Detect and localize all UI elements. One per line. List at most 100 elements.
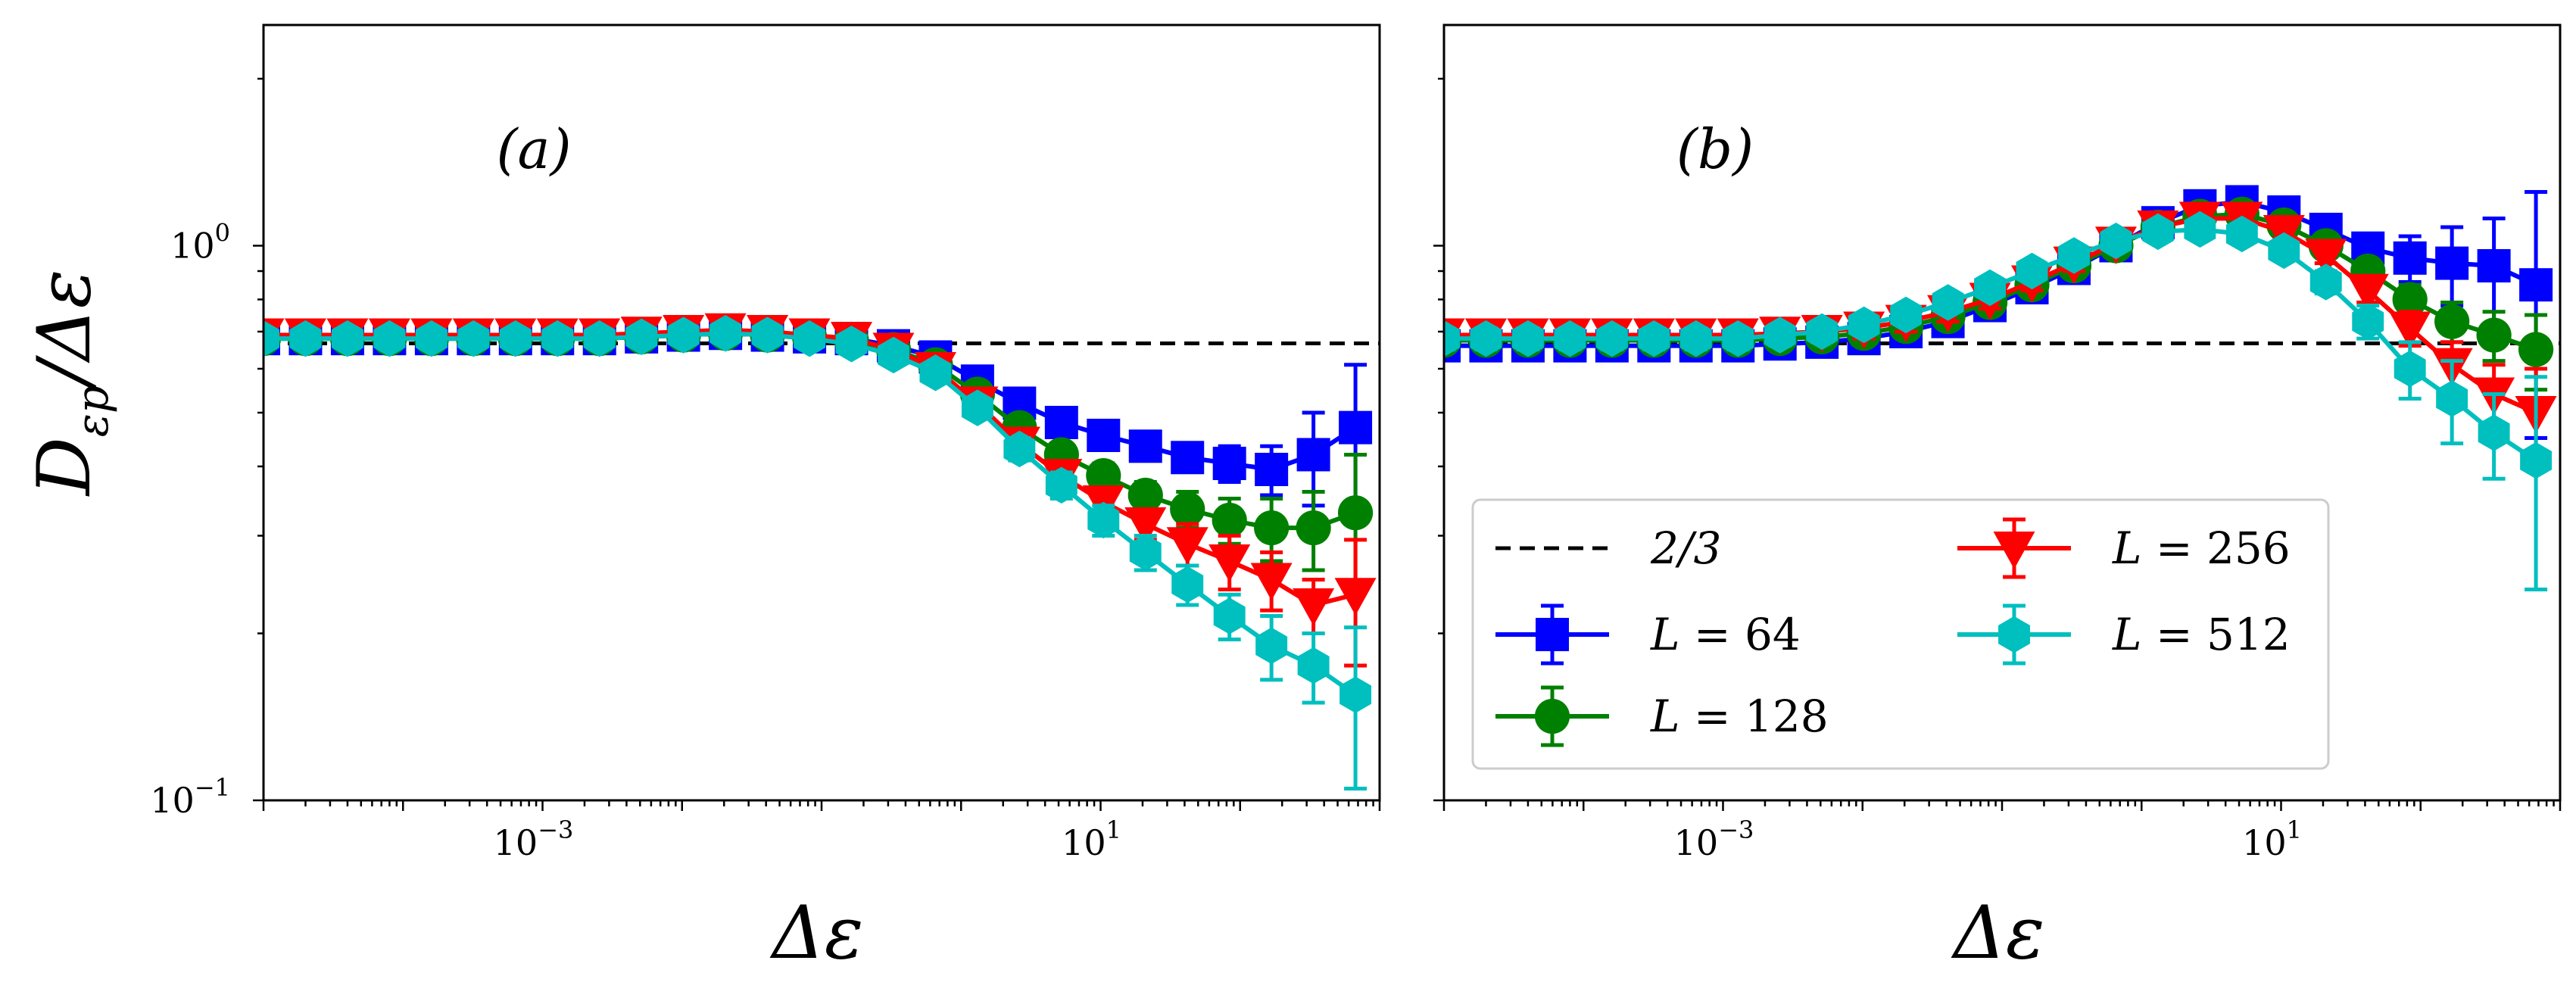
legend: 2/3 L = 64 L = 128 L = 256 L = 512 — [1471, 498, 2330, 770]
panel-b-series-512-point-11 — [1890, 296, 1923, 334]
panel-a-ytick-label-base: 10 — [150, 780, 195, 821]
panel-b-series-512-point-13 — [1974, 269, 2006, 307]
panel-b-series-64-point-26 — [2519, 268, 2553, 302]
panel-b-series-512-point-3 — [1554, 320, 1586, 357]
panel-a-series-128-point-20 — [1086, 458, 1121, 494]
legend-label-l64: L = 64 — [1650, 609, 1801, 660]
panel-a-series-512-point-21 — [1129, 534, 1162, 571]
legend-handle-256-marker — [1993, 532, 2035, 569]
panel-a-series-64-point-19 — [1044, 405, 1078, 439]
y-axis-label-sub: εp — [67, 385, 118, 437]
panel-a-series-512-point-26 — [1339, 676, 1372, 713]
panel-a-series-512-point-20 — [1087, 501, 1120, 539]
panel-b-xtick-label-base: 10 — [2242, 822, 2287, 863]
panel-a-xtick-label: 10−3 — [494, 815, 574, 863]
panel-b-series-512-point-17 — [2141, 213, 2174, 251]
y-axis-label: Dεp/Δε — [22, 270, 118, 497]
panel-a-series-512-point-6 — [499, 320, 532, 357]
legend-label-l64-prefix: L = — [1650, 609, 1745, 660]
panel-b-series-512-point-20 — [2268, 232, 2300, 270]
panel-b-series-512-point-18 — [2184, 210, 2216, 248]
panel-a-series-512-point-14 — [835, 326, 868, 363]
panel-a-series-512-point-13 — [794, 320, 825, 357]
panel-a-series-256-point-21 — [1124, 507, 1167, 545]
panel-a-series-512-point-10 — [667, 317, 700, 354]
panel-a-series-64-point-20 — [1087, 419, 1121, 453]
panel-a-series-512-point-5 — [457, 320, 490, 357]
panel-a-series-512-point-7 — [541, 320, 574, 357]
legend-handle-256 — [1957, 517, 2071, 579]
panel-b-series-256-point-22 — [2347, 273, 2389, 312]
panel-b-series-512-point-2 — [1511, 320, 1544, 357]
legend-label-l256-value: 256 — [2206, 522, 2291, 574]
panel-b-series-512-point-26 — [2520, 441, 2553, 479]
panel-a-series-128-point-23 — [1212, 502, 1247, 538]
panel-a-ytick-label-exp: 0 — [215, 218, 230, 247]
panel-a-xtick-label-exp: −3 — [538, 815, 573, 844]
panel-a-ytick-label: 100 — [170, 218, 230, 266]
panel-a-xtick-label-base: 10 — [1062, 822, 1106, 863]
panel-b-series-512-point-21 — [2309, 264, 2342, 301]
panel-a-series-512-point-4 — [415, 320, 448, 357]
x-axis-label-b: Δε — [1951, 890, 2045, 975]
panel-a-series-group — [264, 313, 1380, 791]
panel-b-series-512-point-22 — [2352, 303, 2384, 340]
panel-a-series-64-point-23 — [1212, 447, 1246, 481]
y-axis-label-tail: /Δε — [22, 270, 107, 391]
legend-label-l128-value: 128 — [1745, 691, 1829, 742]
panel-b-series-512-point-0 — [1444, 320, 1460, 357]
panel-a-series-512 — [264, 315, 1372, 791]
panel-b-series-128-point-26 — [2518, 332, 2554, 367]
x-axis-label-a: Δε — [769, 890, 864, 975]
panel-b-series-64-point-23 — [2393, 241, 2427, 275]
panel-b-series-512-point-23 — [2394, 350, 2426, 388]
panel-b-series-512 — [1444, 210, 2553, 591]
panel-a-xtick-label: 101 — [1062, 815, 1121, 863]
y-axis-label-main: D — [22, 437, 107, 497]
panel-b-series-64-point-24 — [2435, 246, 2469, 280]
panel-a-label: (a) — [496, 117, 571, 181]
panel-a-series-128-point-22 — [1170, 491, 1205, 527]
legend-handle-64-marker — [1536, 618, 1569, 651]
panel-b-label: (b) — [1676, 117, 1754, 181]
legend-handle-128-marker — [1534, 698, 1570, 734]
legend-label-l128: L = 128 — [1650, 691, 1829, 742]
panel-a-series-512-point-23 — [1213, 597, 1246, 635]
panel-b-series-512-point-10 — [1848, 306, 1880, 344]
panel-a-series-128-point-26 — [1337, 495, 1374, 531]
panel-b-series-512-point-16 — [2100, 222, 2132, 260]
panel-a-series-256-point-22 — [1166, 527, 1208, 565]
panel-b-xtick-label-base: 10 — [1674, 822, 1719, 863]
panel-a-series-256-point-26 — [1334, 578, 1377, 616]
panel-b-series-128-point-23 — [2392, 282, 2428, 317]
panel-a-series-512-point-12 — [751, 317, 784, 354]
panel-a-series-128-point-24 — [1254, 510, 1290, 546]
panel-a-series-512-point-24 — [1255, 627, 1288, 665]
legend-handle-512 — [1957, 603, 2071, 666]
panel-a-series-256-point-23 — [1208, 544, 1251, 582]
panel-a-plot-content — [264, 313, 1380, 791]
panel-a-series-64-point-26 — [1339, 410, 1373, 444]
panel-a-series-64-point-22 — [1171, 441, 1205, 475]
legend-frame — [1471, 498, 2330, 770]
panel-a-series-512-point-25 — [1297, 647, 1330, 684]
panel-a-series-512-point-9 — [625, 318, 658, 356]
panel-b-series-512-point-12 — [1932, 284, 1964, 321]
panel-a-series-128-point-25 — [1296, 510, 1331, 546]
panel-a-series-128-point-21 — [1127, 477, 1163, 513]
panel-a-series-512-point-2 — [331, 320, 363, 357]
panel-b-series-512-point-8 — [1764, 317, 1796, 354]
panel-a-series-512-point-1 — [289, 320, 322, 357]
panel-b-series-512-point-19 — [2225, 215, 2258, 253]
legend-items — [1495, 517, 2071, 747]
panel-b-xtick-label: 10−3 — [1674, 815, 1754, 863]
panel-b-series-512-point-7 — [1722, 320, 1754, 357]
panel-a-series-512-point-0 — [264, 320, 279, 357]
panel-a-series-64-point-24 — [1255, 452, 1289, 486]
panel-b-series-512-point-15 — [2058, 237, 2090, 274]
panel-a-series-512-point-8 — [583, 320, 616, 357]
panel-b-series-64-point-25 — [2477, 249, 2511, 283]
panel-b-series-group — [1444, 185, 2560, 591]
